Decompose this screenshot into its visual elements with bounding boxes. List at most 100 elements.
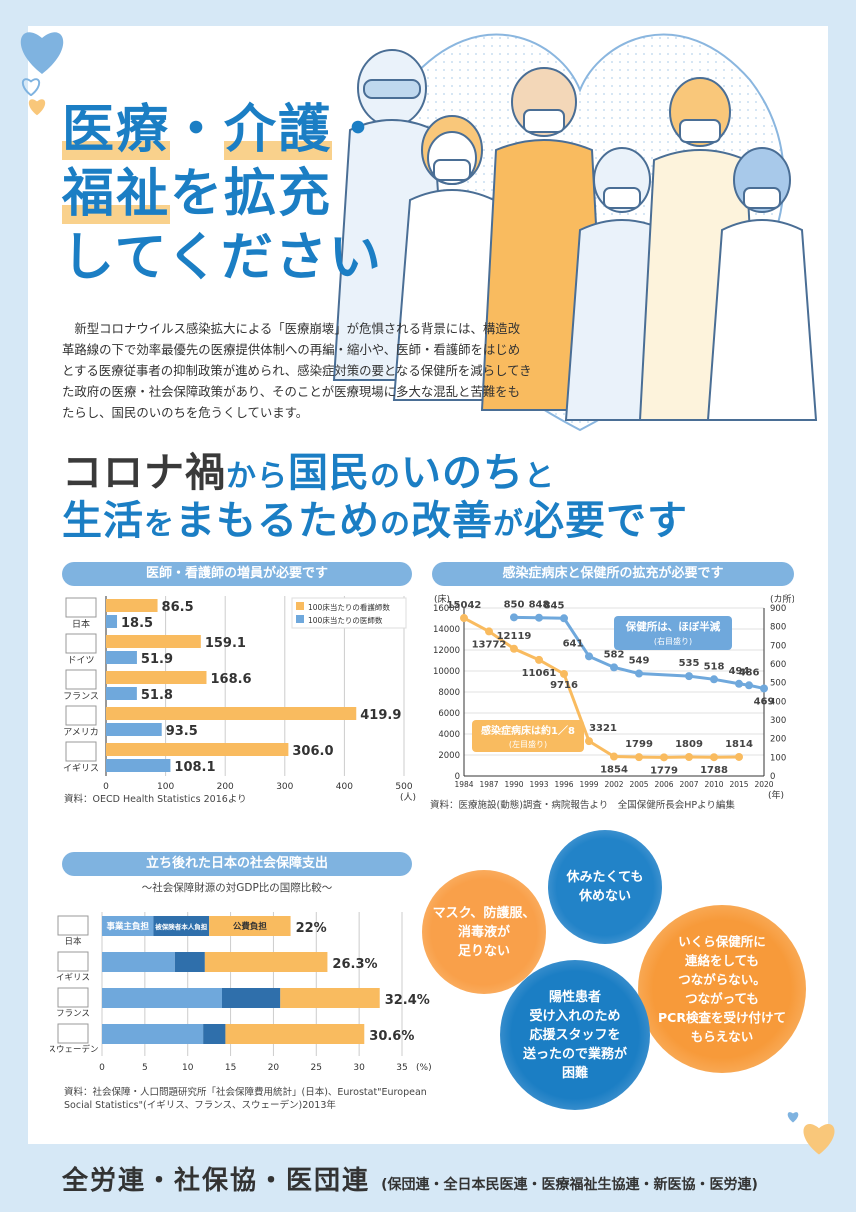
flag-icon [65,633,97,654]
country-label: イギリス [63,763,99,774]
headline-segment: いのち [401,450,524,496]
headline-segment: と [524,459,555,494]
legend-label: 100床当たりの医師数 [308,615,383,625]
x-tick-label: 1993 [529,780,548,789]
bar-value-label: 51.8 [141,688,173,703]
point-beds [635,753,643,762]
callout-subtext: (右目盛り) [654,636,692,646]
stacked-bar-segment [102,952,175,972]
data-label-beds: 1854 [600,765,628,776]
heart-icon [803,1124,835,1155]
chart1-header: 医師・看護師の増員が必要です [62,562,412,586]
bar-value-label: 306.0 [292,744,333,759]
point-healthcenters [710,675,718,684]
x-tick-label: 10 [182,1063,194,1073]
voice-bubble: 休みたくても 休めない [548,830,662,944]
data-label-healthcenters: 469 [754,696,775,707]
point-healthcenters [535,613,543,622]
right-unit-label: (カ所) [770,594,794,605]
x-tick-label: 0 [99,1063,105,1073]
bar-value-label: 419.9 [360,708,401,723]
title-word: を拡充 [170,164,333,224]
left-unit-label: (床) [434,593,450,605]
intro-text: 新型コロナウイルス感染拡大による「医療崩壊」が危惧される背景には、構造改革路線の… [62,321,532,420]
bar-value-label: 86.5 [162,600,194,615]
chart2-header: 感染症病床と保健所の拡充が必要です [432,562,794,586]
chart3-source: 資料：社会保障・人口問題研究所「社会保障費用統計」(日本)、Eurostat"E… [64,1087,427,1111]
flag-icon [57,915,89,936]
social-security-stacked-bar-chart: 0 5 10 15 20 25 30 35 (%) 日本 事業主負担 被保険者本人負担 公費負担 22% イ… [50,912,432,1073]
beds-healthcenter-line-chart: (床) (カ所)020004000600080001000012000140001… [433,593,794,801]
bar-doctors [106,687,137,700]
bar-doctors [106,759,171,772]
x-tick-label: 30 [353,1063,365,1073]
y-left-tick: 14000 [433,625,460,635]
title-word: 医療 [62,100,171,160]
data-label-beds: 1814 [725,739,753,750]
point-healthcenters [610,663,618,672]
y-right-tick: 900 [770,604,786,614]
country-label: アメリカ [63,727,99,738]
x-tick-label: 2007 [679,780,698,789]
data-label-healthcenters: 845 [544,600,565,611]
y-right-tick: 500 [770,679,786,689]
y-right-tick: 0 [770,772,775,782]
title-dot: ・ [170,100,225,160]
voice-bubble: 陽性患者 受け入れのため 応援スタッフを 送ったので業務が 困難 [500,960,650,1110]
data-label-healthcenters: 848 [529,600,550,611]
headline-segment: の [370,459,401,494]
data-label-healthcenters: 494 [729,666,750,677]
data-label-healthcenters: 486 [739,667,760,678]
voice-bubble: マスク、防護服、 消毒液が 足りない [422,870,546,994]
point-beds [660,753,668,762]
data-label-beds: 1799 [625,739,653,750]
x-tick-label: 2015 [729,780,748,789]
x-tick-label: 100 [157,782,174,792]
country-label: イギリス [56,973,90,983]
country-label: フランス [63,691,99,702]
point-beds [735,752,743,761]
point-beds [710,753,718,762]
segment-label: 被保険者本人負担 [155,922,208,931]
x-tick-label: 300 [276,782,293,792]
total-value-label: 26.3% [332,957,377,972]
title-dot: ・ [332,100,387,160]
chart2-source: 資料：医療施設(動態)調査・病院報告より 全国保健所長会HPより編集 [430,800,735,811]
footer-organizations: 全労連・社保協・医団連 (保団連・全日本民医連・医療福祉生協連・新医協・医労連) [62,1160,758,1197]
bar-doctors [106,723,162,736]
headline-line-1: コロナ禍から国民のいのちと [62,440,555,498]
bar-value-label: 168.6 [210,672,251,687]
total-value-label: 30.6% [369,1029,414,1044]
x-tick-label: 15 [225,1063,236,1073]
headline-segment: を [144,507,175,542]
stacked-bar-segment [225,1024,365,1044]
bar-nurses [106,671,207,684]
callout-box [472,720,584,752]
headline-segment: の [380,507,411,542]
x-tick-label: 2006 [654,780,673,789]
data-label-healthcenters: 641 [563,638,584,649]
stacked-bar-segment [209,916,291,936]
x-tick-label: 1984 [454,780,473,789]
x-tick-label: 2010 [704,780,723,789]
stacked-bar-segment [102,916,154,936]
data-label-beds: 3321 [589,723,617,734]
stacked-bar-segment [280,988,380,1008]
flag-icon [57,1023,89,1044]
bar-value-label: 93.5 [166,724,198,739]
data-label-beds: 13772 [472,639,507,650]
country-label: ドイツ [67,656,94,666]
footer-main: 全労連・社保協・医団連 [62,1166,371,1196]
y-left-tick: 2000 [438,751,460,761]
title-word: 福祉 [62,164,171,224]
total-value-label: 32.4% [385,993,430,1008]
bar-nurses [106,707,357,720]
point-healthcenters [560,614,568,623]
headline-segment: 生活 [62,498,144,544]
headline-segment: まもるため [175,498,380,544]
data-label-beds: 1779 [650,765,678,776]
flag-icon [65,705,97,726]
y-right-tick: 700 [770,641,786,651]
total-value-label: 22% [296,921,327,936]
data-label-healthcenters: 850 [504,599,525,610]
